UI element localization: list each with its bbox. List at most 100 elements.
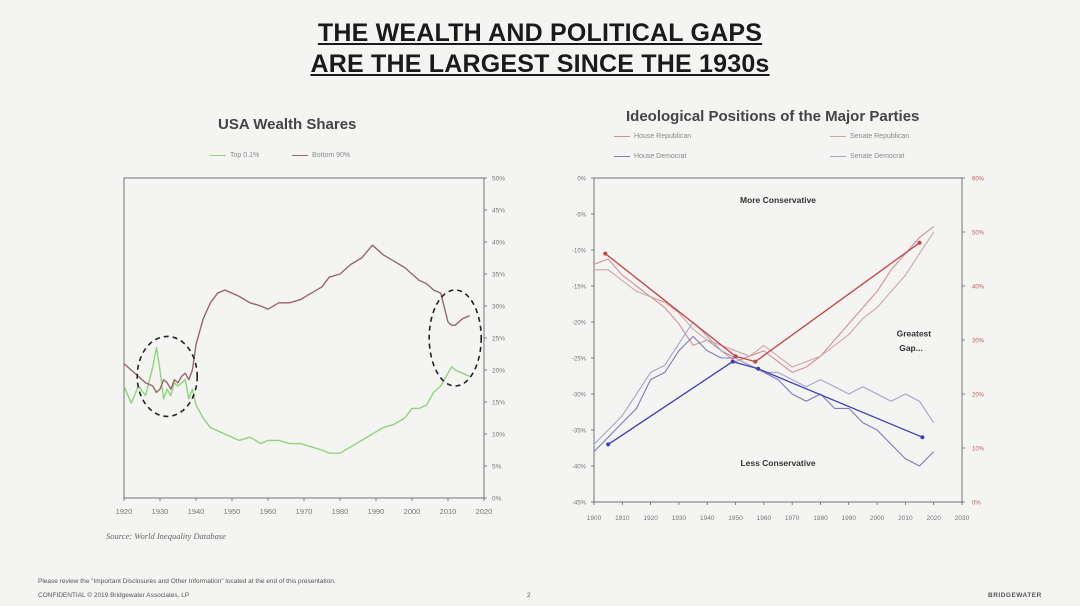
ideology-trend-democrat-point — [606, 442, 611, 447]
ideology-trend-republican-point — [753, 359, 758, 364]
legend-swatch-senate-rep — [830, 135, 846, 137]
ideology-x-tick-label: 2030 — [955, 515, 970, 522]
ideology-x-tick-label: 1950 — [728, 515, 743, 522]
ideology-legend: House Republican Senate Republican House… — [614, 133, 954, 163]
wealth-y-tick-label: 0% — [492, 496, 502, 503]
ideology-x-tick-label: 1970 — [785, 515, 800, 522]
legend-label-top: Top 0.1% — [230, 152, 260, 159]
wealth-x-tick-label: 1960 — [260, 507, 277, 516]
wealth-y-tick-label: 35% — [492, 272, 505, 279]
ideology-trend-republican — [604, 242, 920, 363]
legend-swatch-house-rep — [614, 135, 630, 137]
ideology-left-tick-label: -10% — [572, 249, 587, 255]
ideology-plot-frame — [593, 177, 963, 503]
ideology-x-tick-label: 2020 — [926, 515, 941, 522]
wealth-chart-title: USA Wealth Shares — [218, 116, 357, 133]
ideology-left-tick-label: 0% — [577, 177, 586, 183]
ideology-trend-democrat-point — [920, 435, 925, 440]
annotation-more-conservative: More Conservative — [740, 195, 816, 205]
ideology-right-tick-label: 0% — [972, 501, 981, 507]
ideology-x-tick-label: 1900 — [587, 515, 602, 522]
slide-title-line2: ARE THE LARGEST SINCE THE 1930s — [310, 50, 770, 78]
wealth-y-tick-label: 5% — [492, 464, 502, 471]
ideology-x-tick-label: 1930 — [672, 515, 687, 522]
ideology-right-tick-label: 50% — [972, 231, 985, 237]
legend-swatch-house-dem — [614, 155, 630, 157]
slide-title: THE WEALTH AND POLITICAL GAPS ARE THE LA… — [0, 18, 1080, 80]
wealth-chart: 1920 1930 1940 1950 1960 1970 1980 1990 2000 2010… — [116, 176, 506, 517]
wealth-highlight-1930s — [136, 335, 198, 418]
ideology-trend-democrat — [607, 360, 923, 445]
legend-item-house-rep: House Republican — [614, 133, 691, 140]
wealth-series-top-0-1 — [123, 346, 470, 454]
wealth-x-tick-label: 2000 — [404, 507, 421, 516]
wealth-x-tick-label: 1970 — [296, 507, 313, 516]
legend-item-senate-dem: Senate Democrat — [830, 153, 904, 160]
ideology-x-tick-label: 1980 — [813, 515, 828, 522]
ideology-left-tick-label: -5% — [575, 213, 586, 219]
annotation-gap: Gap... — [899, 343, 923, 353]
ideology-trend-republican-point — [603, 251, 608, 256]
ideology-chart: 1900 1910 1920 1930 1940 1950 1960 1970 1980 1990… — [572, 177, 985, 523]
legend-label-house-dem: House Democrat — [634, 153, 687, 160]
ideology-series-senate-democrat — [593, 321, 935, 445]
wealth-y-tick-label: 10% — [492, 432, 505, 439]
ideology-x-tick-label: 1960 — [757, 515, 772, 522]
ideology-series-senate-republican — [594, 231, 935, 368]
legend-swatch-senate-dem — [830, 155, 846, 157]
ideology-left-tick-label: -45% — [572, 501, 587, 507]
ideology-x-tick-label: 1910 — [615, 515, 630, 522]
legend-label-senate-rep: Senate Republican — [850, 133, 910, 140]
ideology-right-tick-label: 10% — [972, 447, 985, 453]
ideology-left-tick-label: -30% — [572, 393, 587, 399]
legend-item-senate-rep: Senate Republican — [830, 133, 909, 140]
wealth-y-tick-label: 20% — [492, 368, 505, 375]
ideology-left-tick-label: -40% — [572, 465, 587, 471]
source-note: Source: World Inequality Database — [106, 531, 227, 541]
wealth-x-tick-label: 1980 — [332, 507, 349, 516]
legend-label-house-rep: House Republican — [634, 133, 692, 140]
wealth-y-tick-label: 15% — [492, 400, 505, 407]
legend-label-senate-dem: Senate Democrat — [850, 153, 905, 160]
wealth-highlight-2010s — [428, 289, 483, 387]
wealth-x-tick-label: 2010 — [440, 507, 457, 516]
wealth-x-tick-label: 1920 — [116, 507, 133, 516]
ideology-trend-democrat-point — [756, 366, 761, 371]
ideology-right-tick-label: 20% — [972, 393, 985, 399]
ideology-x-tick-label: 2010 — [898, 515, 913, 522]
wealth-y-tick-label: 30% — [492, 304, 505, 311]
ideology-left-tick-label: -35% — [572, 429, 587, 435]
ideology-x-tick-label: 1920 — [643, 515, 658, 522]
ideology-trend-democrat-point — [730, 359, 735, 364]
ideology-chart-title: Ideological Positions of the Major Parti… — [626, 108, 920, 125]
brand-logo: BRIDGEWATER — [988, 592, 1042, 599]
wealth-x-tick-label: 1940 — [188, 507, 205, 516]
wealth-x-tick-label: 1990 — [368, 507, 385, 516]
annotation-greatest: Greatest — [897, 328, 932, 338]
wealth-y-tick-label: 45% — [492, 208, 505, 215]
legend-item-bottom-90: Bottom 90% — [292, 152, 350, 159]
ideology-left-tick-label: -15% — [572, 285, 587, 291]
ideology-right-tick-label: 60% — [972, 177, 985, 183]
ideology-x-tick-label: 1990 — [842, 515, 857, 522]
wealth-x-tick-label: 2020 — [476, 507, 493, 516]
ideology-x-tick-label: 1940 — [700, 515, 715, 522]
ideology-trend-republican-point — [917, 240, 922, 245]
wealth-series-bottom-90 — [123, 244, 470, 394]
ideology-trend-republican-point — [733, 354, 738, 359]
legend-swatch-top — [210, 154, 226, 156]
wealth-y-tick-label: 40% — [492, 240, 505, 247]
legend-swatch-bottom — [292, 154, 308, 156]
wealth-y-tick-label: 50% — [492, 176, 505, 183]
ideology-left-tick-label: -25% — [572, 357, 587, 363]
ideology-right-tick-label: 30% — [972, 339, 985, 345]
legend-item-top-0-1: Top 0.1% — [210, 152, 259, 159]
slide-title-line1: THE WEALTH AND POLITICAL GAPS — [317, 19, 763, 47]
legend-item-house-dem: House Democrat — [614, 153, 687, 160]
footer-confidential: CONFIDENTIAL © 2019 Bridgewater Associat… — [38, 592, 190, 599]
annotation-less-conservative: Less Conservative — [740, 458, 815, 468]
ideology-x-tick-label: 2000 — [870, 515, 885, 522]
wealth-y-tick-label: 25% — [492, 336, 505, 343]
wealth-x-tick-label: 1930 — [152, 507, 169, 516]
